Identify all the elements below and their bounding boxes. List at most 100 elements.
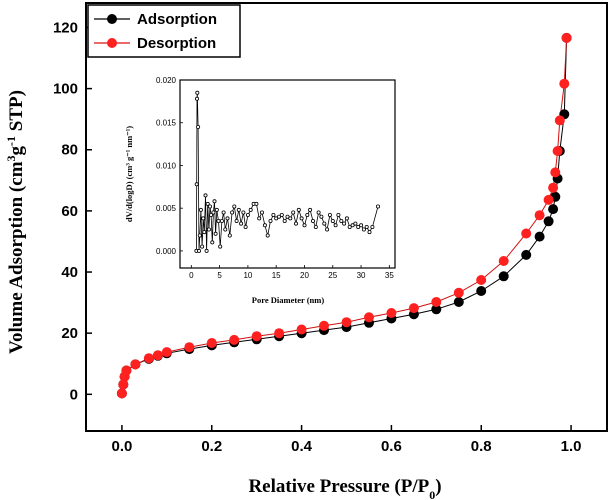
inset-point-0 [265,233,270,238]
main-point-1 [161,347,172,358]
legend-adsorption-marker [107,14,117,24]
inset-point-0 [336,212,341,217]
main-y-tick-label: 40 [61,264,78,281]
inset-frame [179,79,396,269]
inset-point-0 [245,212,250,217]
inset-point-0 [196,248,201,253]
inset-point-0 [202,230,207,235]
inset-point-0 [316,210,321,215]
main-point-1 [121,365,132,376]
inset-point-0 [254,201,259,206]
inset-point-0 [198,207,203,212]
inset-point-0 [285,214,290,219]
inset-point-0 [230,210,235,215]
inset-y-tick-label: 0.015 [156,119,177,128]
inset-point-0 [344,216,349,221]
inset-point-0 [194,182,199,187]
inset-point-0 [197,233,202,238]
inset-point-0 [333,223,338,228]
main-point-0 [543,216,554,227]
inset-x-title: Pore Diameter (nm) [252,295,325,305]
inset-point-0 [268,218,273,223]
inset-point-0 [259,210,264,215]
inset-y-tick-label: 0.010 [156,161,177,170]
inset-point-0 [319,214,324,219]
inset-point-0 [313,224,318,229]
inset-point-0 [282,218,287,223]
inset-point-0 [203,193,208,198]
inset-point-0 [257,216,262,221]
inset-point-0 [219,218,224,223]
main-point-1 [184,342,195,353]
legend: Adsorption Desorption [87,4,241,58]
legend-adsorption-label: Adsorption [137,11,217,28]
main-point-0 [498,271,509,282]
main-point-1 [561,32,572,43]
inset-point-0 [359,223,364,228]
inset-point-0 [205,201,210,206]
x-axis-title: Relative Pressure (P/P0) [248,476,441,500]
main-x-tick-label: 0.0 [112,438,133,455]
inset-point-0 [299,216,304,221]
inset-point-0 [239,221,244,226]
main-point-0 [534,231,545,242]
inset-point-0 [367,230,372,235]
inset-x-ticks: 0 5 10 15 20 25 30 35 [189,265,394,280]
inset-point-0 [293,221,298,226]
inset-point-0 [248,207,253,212]
main-y-tick-label: 60 [61,203,78,220]
main-point-1 [550,167,561,178]
main-point-1 [251,331,262,342]
main-point-0 [548,204,559,215]
main-point-1 [408,303,419,314]
inset-point-0 [209,212,214,217]
inset-point-0 [356,224,361,229]
legend-desorption-marker [107,38,117,48]
inset-point-0 [200,244,205,249]
main-y-tick-label: 80 [61,142,78,159]
main-point-1 [319,320,329,331]
inset-point-0 [241,210,246,215]
main-y-tick-label: 20 [61,325,78,342]
inset-point-0 [375,204,380,209]
inset-point-0 [262,223,267,228]
main-point-0 [431,304,442,315]
inset-x-tick-label: 35 [385,271,394,280]
inset-y-tick-label: 0.005 [156,204,177,213]
inset-point-0 [227,233,232,238]
main-point-1 [431,297,442,307]
main-x-tick-label: 0.4 [291,438,313,455]
main-point-1 [143,353,154,364]
y-axis-title: Volume Adsorption (cm3g-1 STP) [4,90,27,354]
inset-point-0 [223,227,228,232]
inset-x-tick-label: 30 [357,271,366,280]
inset-point-0 [305,212,310,217]
main-point-1 [521,228,532,239]
main-point-1 [206,338,217,348]
inset-point-0 [210,240,215,245]
inset-point-0 [339,218,344,223]
main-point-1 [152,350,163,361]
inset-point-0 [218,244,223,249]
inset-point-0 [288,216,293,221]
inset-point-0 [236,207,241,212]
inset-y-tick-label: 0.020 [156,76,177,85]
inset-point-0 [212,199,217,204]
inset-x-tick-label: 15 [272,271,281,280]
inset-point-0 [213,231,218,236]
inset-point-0 [221,210,226,215]
legend-desorption-label: Desorption [137,35,216,52]
main-point-1 [548,182,559,193]
main-point-0 [453,297,464,307]
inset-point-0 [196,125,201,130]
inset-point-0 [364,224,369,229]
legend-box [87,4,241,58]
inset-point-0 [291,210,296,215]
main-y-tick-label: 100 [53,81,78,98]
inset-point-0 [206,227,211,232]
inset-series-line-0 [195,92,379,251]
inset-point-0 [322,221,327,226]
main-y-ticks: 0 20 40 60 80 100 120 [53,19,92,403]
inset-point-0 [302,223,307,228]
inset-point-0 [232,204,237,209]
